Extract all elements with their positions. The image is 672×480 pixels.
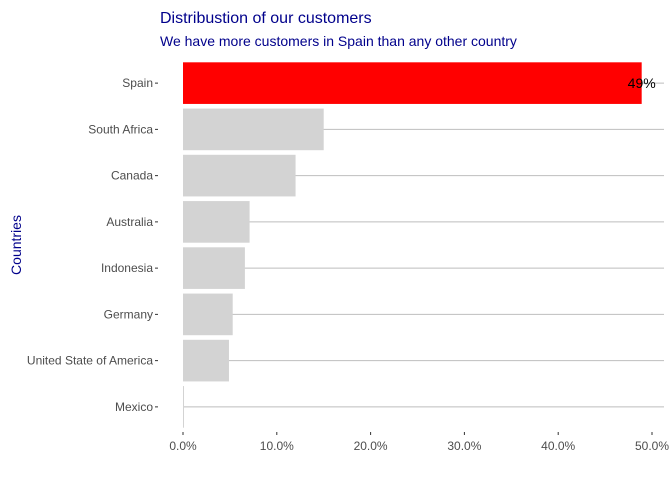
y-tick-label: Mexico [115, 400, 153, 414]
y-tick-label: Germany [104, 307, 153, 321]
bar [183, 108, 324, 151]
bars [183, 62, 642, 428]
data-labels: 49% [628, 75, 656, 91]
chart-subtitle: We have more customers in Spain than any… [160, 33, 517, 49]
bar [183, 201, 250, 243]
x-tick-label: 20.0% [354, 439, 388, 453]
x-tick-label: 40.0% [541, 439, 575, 453]
x-tick-label: 0.0% [169, 439, 197, 453]
y-tick-label: Australia [106, 215, 153, 229]
y-tick-label: Indonesia [101, 261, 153, 275]
data-label: 49% [628, 75, 656, 91]
x-tick-label: 30.0% [447, 439, 481, 453]
bar [183, 293, 233, 336]
bar [183, 247, 245, 289]
x-tick-label: 10.0% [260, 439, 294, 453]
bar [183, 154, 296, 197]
y-tick-label: Spain [122, 76, 153, 90]
bar [183, 339, 229, 382]
y-axis-label: Countries [8, 215, 24, 275]
x-tick-labels: 0.0% 10.0% 20.0% 30.0% 40.0% 50.0% [169, 432, 669, 453]
x-tick-label: 50.0% [635, 439, 669, 453]
y-tick-label: South Africa [88, 122, 153, 136]
bar [183, 62, 642, 104]
y-tick-labels: Spain South Africa Canada Australia Indonesi… [27, 76, 158, 414]
bar [183, 386, 184, 428]
chart-title: Distribustion of our customers [160, 10, 372, 27]
y-tick-label: United State of America [27, 354, 153, 368]
y-tick-label: Canada [111, 169, 153, 183]
